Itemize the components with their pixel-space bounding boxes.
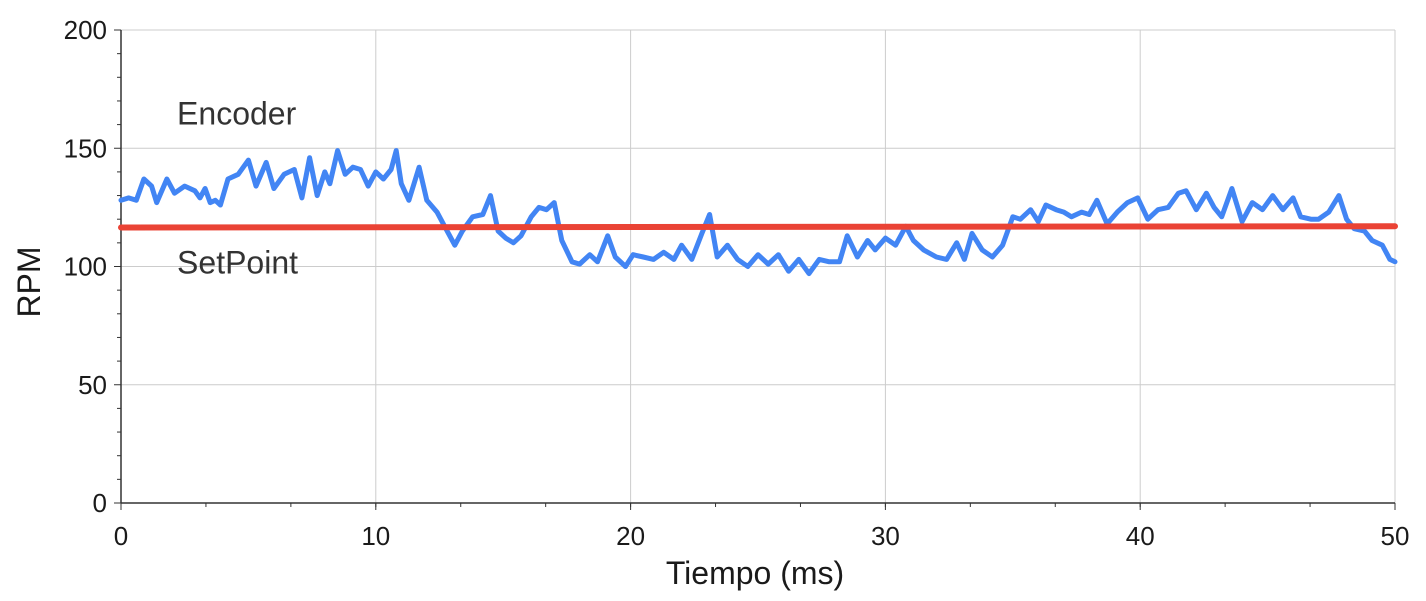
x-tick-label: 10 — [361, 521, 390, 551]
x-tick-label: 50 — [1381, 521, 1410, 551]
encoder-label: Encoder — [177, 96, 297, 132]
labels: Encoder SetPoint — [177, 96, 298, 281]
y-tick-label: 200 — [64, 15, 107, 45]
y-tick-label: 50 — [78, 370, 107, 400]
setpoint-series-line — [118, 223, 1398, 231]
y-tick-label: 150 — [64, 133, 107, 163]
y-tick-label: 100 — [64, 252, 107, 282]
grid-lines — [121, 29, 1396, 503]
encoder-series-line — [118, 148, 1398, 277]
setpoint-label: SetPoint — [177, 245, 298, 281]
y-tick-label: 0 — [93, 488, 107, 518]
x-tick-label: 40 — [1126, 521, 1155, 551]
x-tick-label: 0 — [114, 521, 128, 551]
axes: 0 50 100 150 200 0 10 20 30 40 50 — [64, 15, 1410, 551]
x-tick-label: 30 — [871, 521, 900, 551]
y-axis-title: RPM — [11, 246, 47, 317]
x-axis-title: Tiempo (ms) — [666, 555, 844, 591]
series-lines — [118, 148, 1398, 277]
x-tick-label: 20 — [616, 521, 645, 551]
